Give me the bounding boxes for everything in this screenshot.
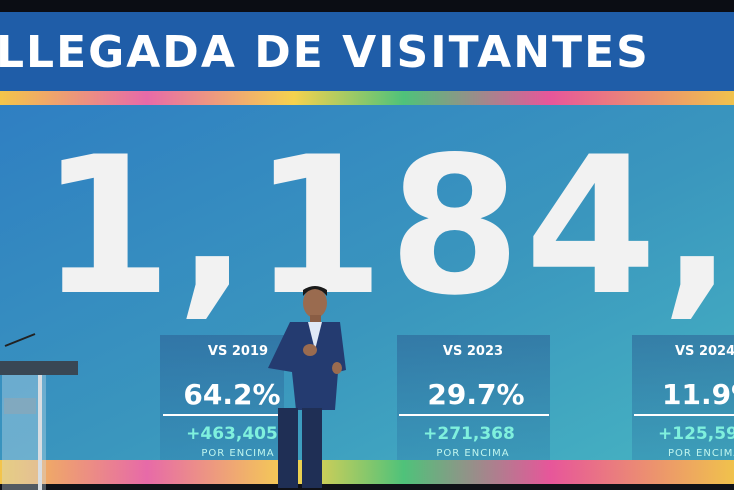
stage-floor xyxy=(0,484,734,490)
stat-note: POR ENCIMA xyxy=(201,448,274,459)
decor-stripe xyxy=(0,91,734,105)
stat-note: POR ENCIMA xyxy=(668,448,734,459)
stat-percent: 11.9% xyxy=(662,378,734,411)
divider xyxy=(634,414,734,416)
screen xyxy=(0,105,734,460)
screen-title: LLEGADA DE VISITANTES xyxy=(0,27,650,78)
stat-box xyxy=(632,335,734,460)
divider xyxy=(399,414,549,416)
comparison-1: VS 2019 64.2% +463,405 POR ENCIMA xyxy=(160,335,284,460)
podium xyxy=(0,333,78,490)
bottom-stripe xyxy=(0,460,734,484)
stat-label: VS 2019 xyxy=(208,344,268,359)
stat-difference: +463,405 xyxy=(186,424,278,444)
stat-label: VS 2023 xyxy=(443,344,503,359)
stat-percent: 64.2% xyxy=(183,378,280,411)
stat-difference: +271,368 xyxy=(423,424,515,444)
title-band xyxy=(0,12,734,92)
comparison-2: VS 2023 29.7% +271,368 POR ENCIMA xyxy=(397,335,550,460)
speaker xyxy=(268,286,346,488)
stat-box xyxy=(397,335,550,460)
divider xyxy=(163,414,283,416)
stat-box xyxy=(160,335,284,460)
stat-note: POR ENCIMA xyxy=(436,448,509,459)
total-visitors: 1,184,9 xyxy=(40,116,734,337)
stat-label: VS 2024 xyxy=(675,344,734,359)
comparison-3: VS 2024 11.9% +125,59 POR ENCIMA xyxy=(632,335,734,460)
stat-difference: +125,59 xyxy=(658,424,734,444)
stat-percent: 29.7% xyxy=(427,378,524,411)
